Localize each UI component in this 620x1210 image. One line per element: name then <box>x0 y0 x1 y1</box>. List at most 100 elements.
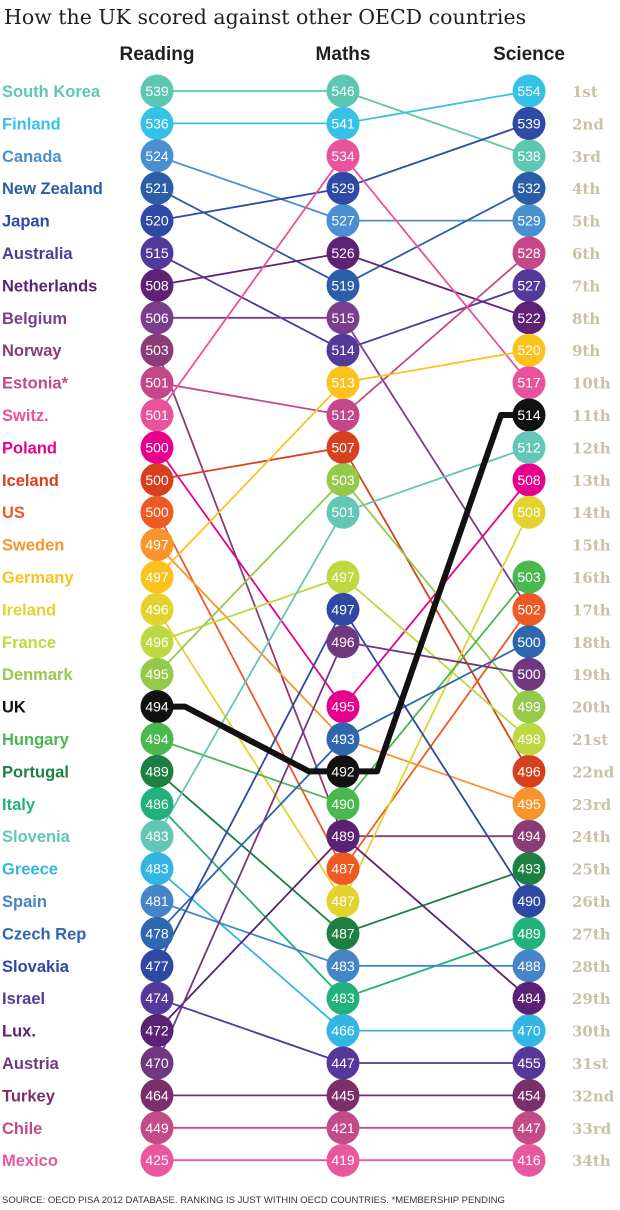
score-label-poland-reading: 500 <box>145 439 169 455</box>
dot-canada-reading <box>140 139 174 173</box>
score-label-uk-maths: 492 <box>331 763 355 779</box>
dot-finland-reading <box>140 106 174 140</box>
country-label-canada: Canada <box>2 148 62 166</box>
country-label-netherlands: Netherlands <box>2 277 97 295</box>
score-label-belgium-maths: 515 <box>331 310 355 326</box>
rank-label-6th: 6th <box>572 245 600 263</box>
score-label-new-zealand-maths: 519 <box>331 277 355 293</box>
country-label-south-korea: South Korea <box>2 83 101 101</box>
dot-france-reading <box>140 625 174 659</box>
score-label-lux-maths: 489 <box>331 828 355 844</box>
dot-iceland-science <box>512 754 546 788</box>
country-label-hungary: Hungary <box>2 731 70 749</box>
dot-switz-science <box>512 366 546 400</box>
country-label-uk: UK <box>2 699 26 717</box>
score-label-switz-science: 517 <box>517 375 541 391</box>
country-label-czech-rep: Czech Rep <box>2 925 86 943</box>
dot-italy-science <box>512 916 546 950</box>
rank-label-15th: 15th <box>572 537 611 555</box>
score-label-uk-reading: 494 <box>145 699 169 715</box>
score-label-estonia-reading: 501 <box>145 375 169 391</box>
score-label-turkey-science: 454 <box>517 1087 541 1103</box>
rank-label-16th: 16th <box>572 569 611 587</box>
score-label-greece-science: 470 <box>517 1023 541 1039</box>
score-label-finland-reading: 536 <box>145 115 169 131</box>
dot-poland-maths <box>326 690 360 724</box>
dot-denmark-reading <box>140 657 174 691</box>
dot-turkey-science <box>512 1078 546 1112</box>
rank-label-23rd: 23rd <box>572 796 612 814</box>
rank-label-33rd: 33rd <box>572 1120 612 1138</box>
score-label-israel-reading: 474 <box>145 990 169 1006</box>
score-label-sweden-reading: 497 <box>145 537 169 553</box>
score-label-canada-reading: 524 <box>145 148 169 164</box>
dot-iceland-reading <box>140 463 174 497</box>
dot-japan-maths <box>326 171 360 205</box>
score-label-austria-reading: 470 <box>145 1055 169 1071</box>
rank-label-7th: 7th <box>572 277 600 295</box>
score-label-italy-reading: 486 <box>145 796 169 812</box>
country-label-slovenia: Slovenia <box>2 828 71 846</box>
rank-label-22nd: 22nd <box>572 763 615 781</box>
score-label-germany-reading: 497 <box>145 569 169 585</box>
score-label-italy-maths: 483 <box>331 990 355 1006</box>
country-label-belgium: Belgium <box>2 310 67 328</box>
score-label-norway-reading: 503 <box>145 342 169 358</box>
dot-ireland-reading <box>140 592 174 626</box>
dot-uk-science <box>512 398 546 432</box>
score-label-hungary-science: 503 <box>517 569 541 585</box>
dot-slovenia-reading <box>140 819 174 853</box>
dot-finland-science <box>512 74 546 108</box>
dot-israel-maths <box>326 1046 360 1080</box>
country-label-france: France <box>2 634 56 652</box>
dot-slovakia-reading <box>140 949 174 983</box>
score-label-turkey-maths: 445 <box>331 1087 355 1103</box>
score-label-slovakia-maths: 497 <box>331 601 355 617</box>
score-label-new-zealand-reading: 521 <box>145 180 169 196</box>
score-label-iceland-reading: 500 <box>145 472 169 488</box>
rank-label-5th: 5th <box>572 213 600 231</box>
country-label-finland: Finland <box>2 115 61 133</box>
score-label-switz-reading: 501 <box>145 407 169 423</box>
dot-lux-reading <box>140 1014 174 1048</box>
dot-sweden-reading <box>140 528 174 562</box>
rank-label-17th: 17th <box>572 601 611 619</box>
country-label-us: US <box>2 504 25 522</box>
score-label-czech-rep-maths: 493 <box>331 731 355 747</box>
score-label-portugal-science: 493 <box>517 861 541 877</box>
country-label-denmark: Denmark <box>2 666 73 684</box>
score-label-switz-maths: 534 <box>331 148 355 164</box>
dot-portugal-maths <box>326 916 360 950</box>
score-label-netherlands-maths: 526 <box>331 245 355 261</box>
rank-label-25th: 25th <box>572 861 611 879</box>
dot-south-korea-reading <box>140 74 174 108</box>
dot-japan-reading <box>140 204 174 238</box>
country-label-switz: Switz. <box>2 407 49 425</box>
dot-italy-reading <box>140 787 174 821</box>
dot-germany-reading <box>140 560 174 594</box>
dot-israel-science <box>512 1046 546 1080</box>
rank-label-21st: 21st <box>572 731 608 749</box>
dot-slovenia-science <box>512 430 546 464</box>
dot-greece-science <box>512 1014 546 1048</box>
score-label-japan-science: 539 <box>517 115 541 131</box>
rank-label-19th: 19th <box>572 666 611 684</box>
dot-australia-reading <box>140 236 174 270</box>
dot-slovenia-maths <box>326 495 360 529</box>
score-label-hungary-maths: 490 <box>331 796 355 812</box>
dot-lux-science <box>512 981 546 1015</box>
country-label-mexico: Mexico <box>2 1152 58 1170</box>
score-label-slovenia-reading: 483 <box>145 828 169 844</box>
score-label-netherlands-reading: 508 <box>145 277 169 293</box>
dot-netherlands-science <box>512 301 546 335</box>
dot-lux-maths <box>326 819 360 853</box>
country-label-portugal: Portugal <box>2 763 69 781</box>
score-label-lux-reading: 472 <box>145 1023 169 1039</box>
column-header-reading: Reading <box>120 44 195 65</box>
score-label-hungary-reading: 494 <box>145 731 169 747</box>
rank-label-12th: 12th <box>572 439 611 457</box>
dot-hungary-reading <box>140 722 174 756</box>
score-label-south-korea-reading: 539 <box>145 83 169 99</box>
score-label-estonia-science: 528 <box>517 245 541 261</box>
